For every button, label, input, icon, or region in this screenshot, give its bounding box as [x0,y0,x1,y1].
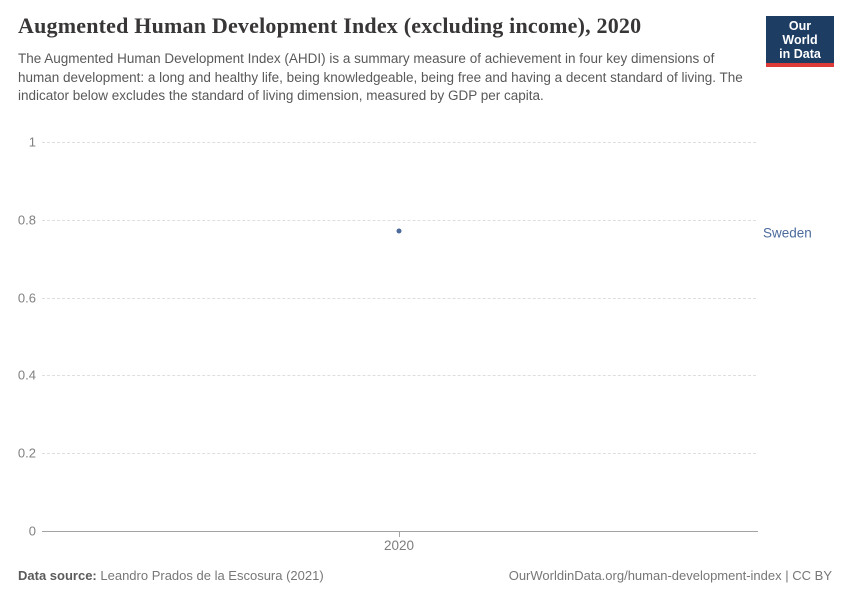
x-axis-tick [399,531,400,537]
footer-license: CC BY [792,568,832,583]
x-axis-line [42,531,758,532]
data-source-label: Data source: [18,568,97,583]
x-axis-tick-label: 2020 [383,538,415,553]
y-axis-tick-label: 0.4 [17,367,36,383]
footer-attribution: OurWorldinData.org/human-development-ind… [509,568,832,583]
owid-logo: Our World in Data [766,16,834,67]
y-axis-tick-label: 0.2 [17,445,36,461]
owid-logo-line2: in Data [779,47,821,61]
y-axis-tick-label: 0 [28,523,36,539]
footer-link[interactable]: OurWorldinData.org/human-development-ind… [508,568,782,583]
page-title: Augmented Human Development Index (exclu… [18,13,642,38]
y-axis-tick-label: 0.6 [17,290,36,306]
owid-logo-line1: Our World [782,19,818,47]
gridline [42,297,756,299]
gridline [42,375,756,377]
data-point-sweden[interactable] [396,228,402,234]
footer-separator: | [785,568,789,583]
chart-subtitle: The Augmented Human Development Index (A… [18,51,743,103]
gridline [42,453,756,455]
chart-footer: Data source: Leandro Prados de la Escosu… [18,568,832,583]
gridline [42,219,756,221]
gridline [42,142,756,143]
data-source-note: Data source: Leandro Prados de la Escosu… [18,568,324,583]
y-axis-tick-label: 0.8 [17,212,36,228]
data-source-value: Leandro Prados de la Escosura (2021) [100,568,324,583]
y-axis-tick-label: 1 [28,134,36,150]
entity-label-sweden[interactable]: Sweden [763,225,812,241]
